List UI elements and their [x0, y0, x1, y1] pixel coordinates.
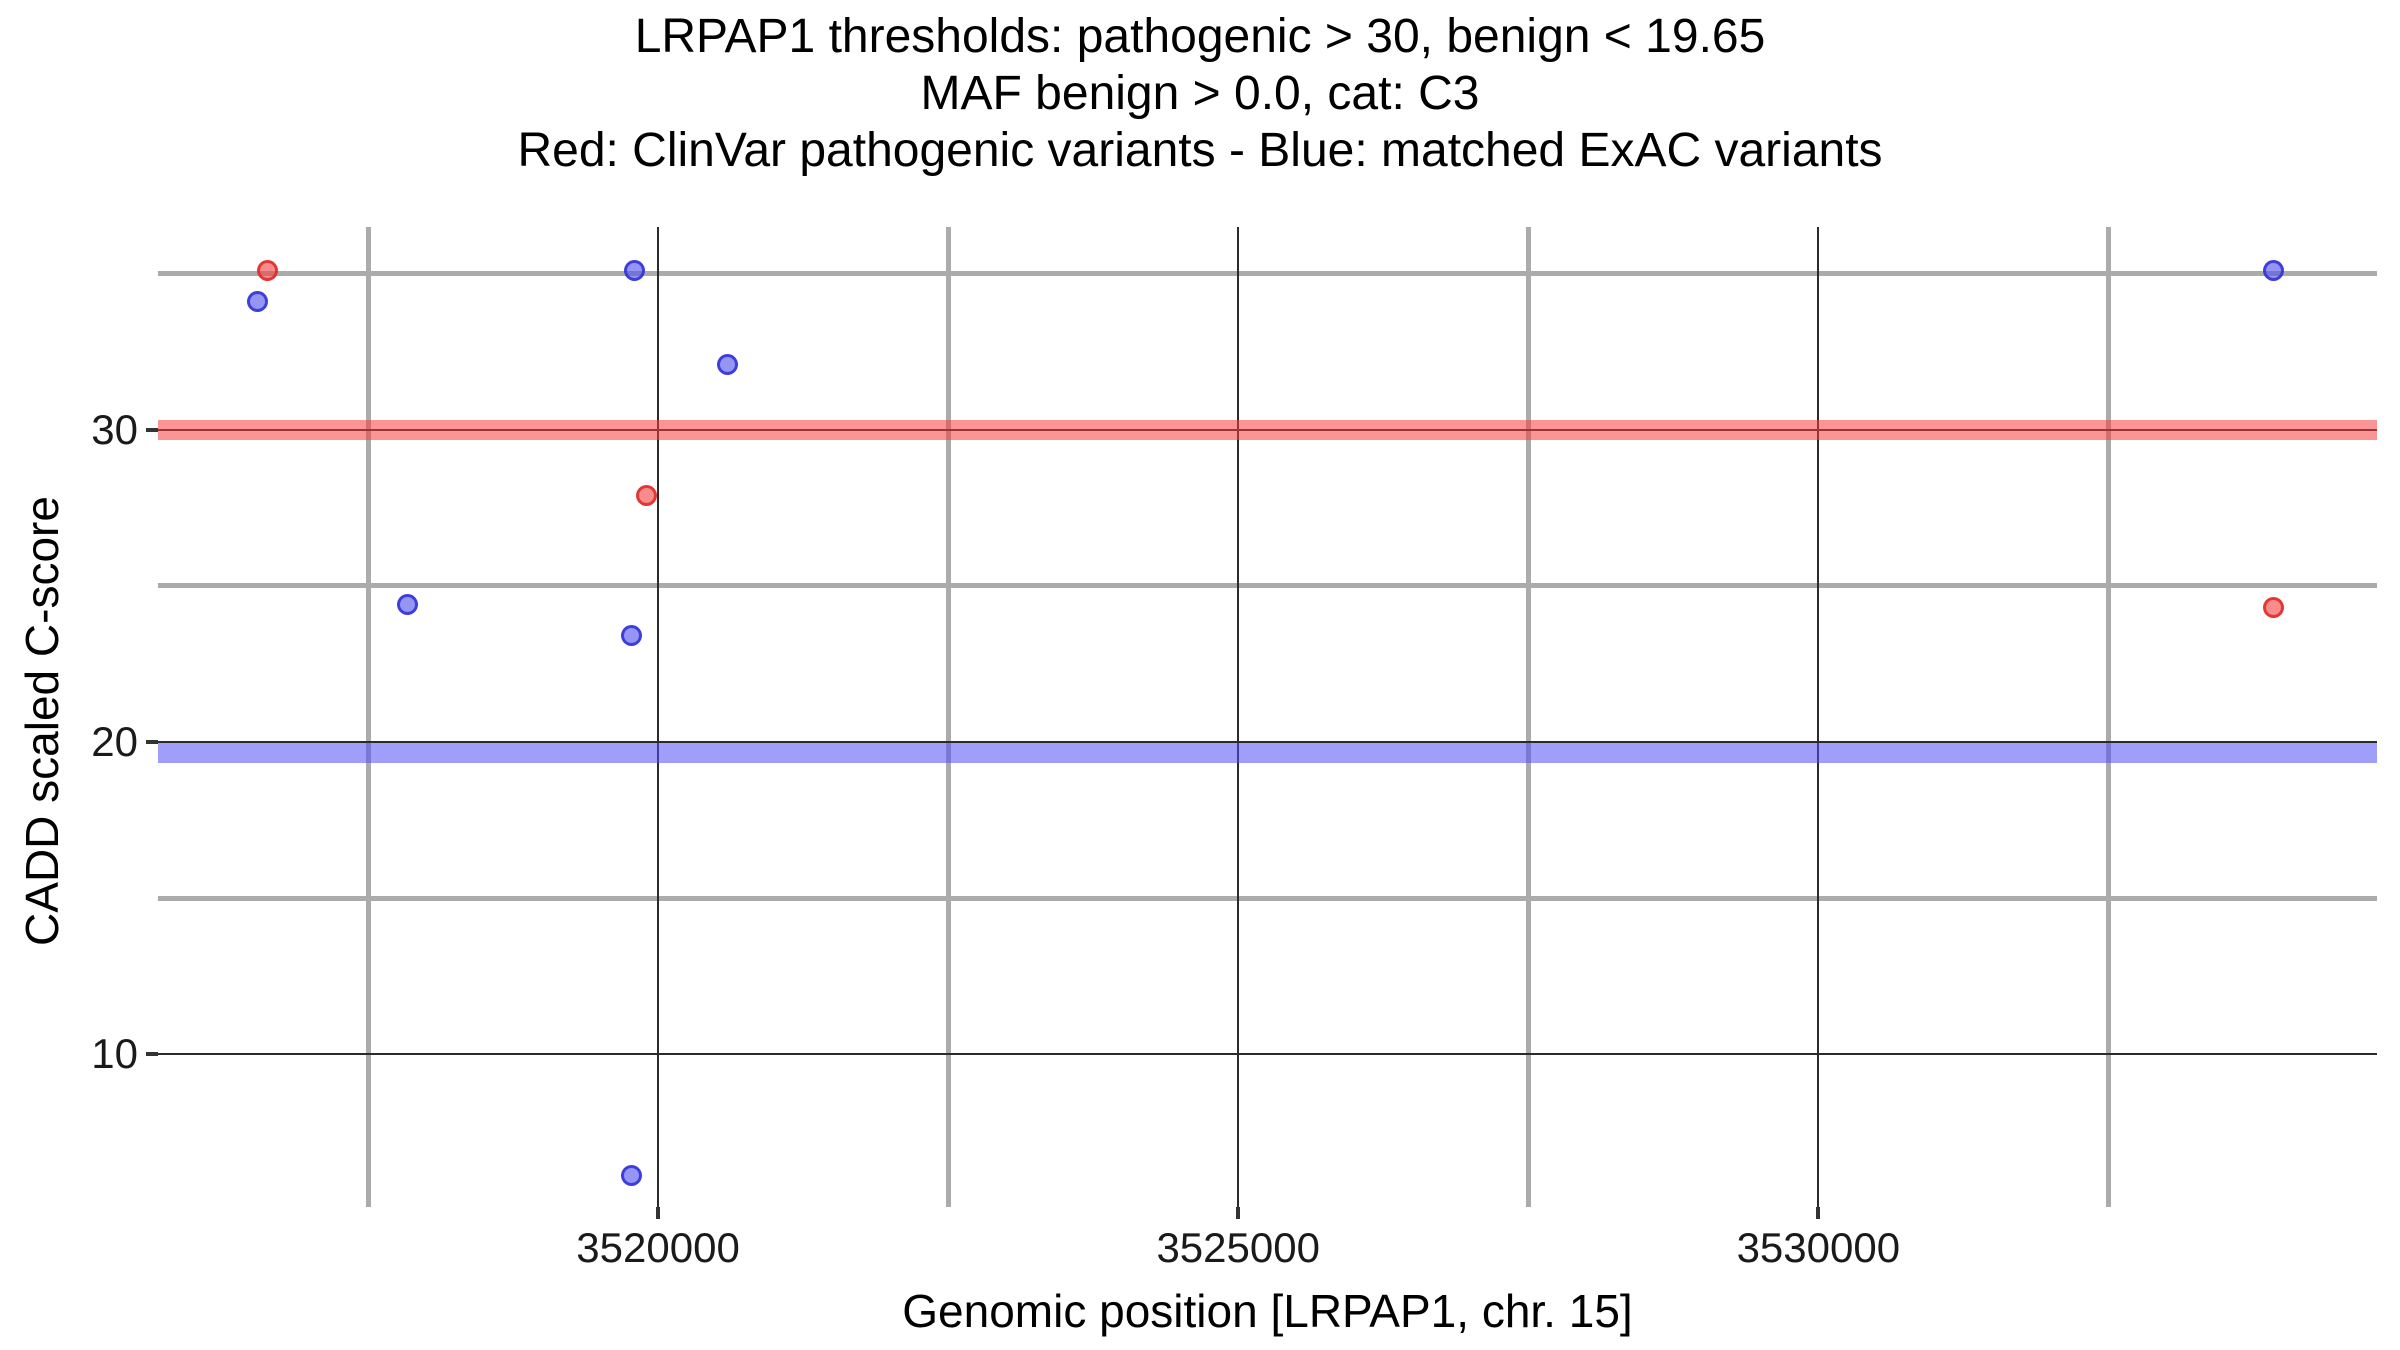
y-axis-title: CADD scaled C-score	[16, 496, 68, 946]
gridline-minor-x	[1525, 227, 1531, 1207]
gridline-major-x	[1237, 227, 1240, 1207]
plot-panel	[158, 227, 2377, 1207]
blue-variant-point	[396, 594, 418, 616]
blue-variant-point	[717, 353, 739, 375]
red-variant-point	[256, 260, 278, 282]
x-tick-label: 3525000	[1156, 1224, 1320, 1271]
x-axis-tick	[1816, 1207, 1821, 1219]
gridline-major-x	[657, 227, 660, 1207]
y-tick-label: 30	[91, 405, 138, 453]
gridline-major-x	[1817, 227, 1820, 1207]
blue-variant-point	[620, 625, 642, 647]
y-tick-label: 10	[91, 1030, 138, 1078]
pathogenic-threshold-band	[158, 419, 2377, 441]
benign-threshold-band	[158, 742, 2377, 764]
blue-variant-point	[2262, 260, 2284, 282]
gridline-minor-x	[945, 227, 951, 1207]
gridline-major-y	[158, 740, 2377, 743]
blue-variant-point	[624, 260, 646, 282]
blue-variant-point	[247, 291, 269, 313]
y-tick-label: 20	[91, 717, 138, 765]
title-line-1: LRPAP1 thresholds: pathogenic > 30, beni…	[634, 10, 1766, 63]
x-axis-tick	[1236, 1207, 1241, 1219]
x-axis-title: Genomic position [LRPAP1, chr. 15]	[902, 1285, 1633, 1337]
y-axis-tick	[146, 427, 158, 432]
red-variant-point	[2262, 597, 2284, 619]
y-axis-tick	[146, 739, 158, 744]
gridline-minor-y	[158, 271, 2377, 277]
x-tick-label: 3520000	[576, 1224, 740, 1271]
gridline-minor-x	[2105, 227, 2111, 1207]
gridline-major-y	[158, 1053, 2377, 1056]
y-axis-tick	[146, 1052, 158, 1057]
title-line-3: Red: ClinVar pathogenic variants - Blue:…	[517, 124, 1883, 177]
x-axis-tick	[656, 1207, 661, 1219]
title-line-2: MAF benign > 0.0, cat: C3	[920, 67, 1480, 120]
gridline-minor-x	[365, 227, 371, 1207]
gridline-minor-y	[158, 583, 2377, 589]
gridline-minor-y	[158, 895, 2377, 901]
blue-variant-point	[620, 1165, 642, 1187]
red-variant-point	[635, 484, 657, 506]
chart-title: LRPAP1 thresholds: pathogenic > 30, beni…	[0, 8, 2400, 179]
x-tick-label: 3530000	[1736, 1224, 1901, 1271]
